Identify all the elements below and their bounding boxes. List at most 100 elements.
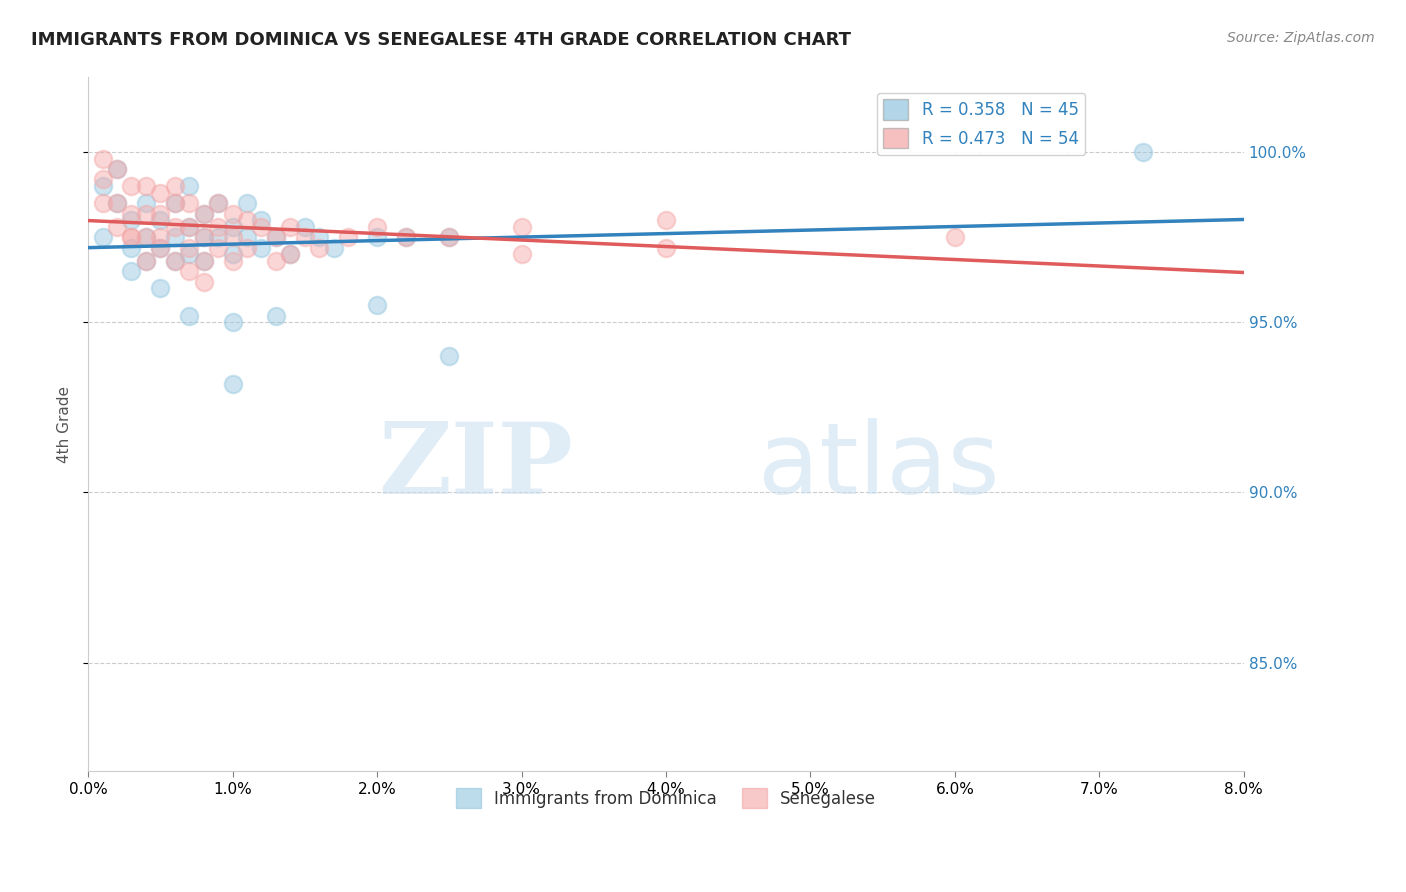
- Point: [322, 240, 344, 254]
- Point: [207, 230, 229, 244]
- Point: [308, 240, 330, 254]
- Point: [121, 230, 143, 244]
- Point: [135, 230, 157, 244]
- Point: [439, 230, 461, 244]
- Point: [308, 230, 330, 244]
- Point: [163, 230, 186, 244]
- Point: [236, 240, 259, 254]
- Point: [943, 230, 966, 244]
- Point: [121, 240, 143, 254]
- Point: [135, 230, 157, 244]
- Point: [193, 254, 215, 268]
- Point: [121, 206, 143, 220]
- Point: [1132, 145, 1154, 160]
- Point: [149, 206, 172, 220]
- Point: [149, 186, 172, 200]
- Point: [135, 206, 157, 220]
- Point: [395, 230, 418, 244]
- Point: [294, 230, 316, 244]
- Point: [439, 230, 461, 244]
- Point: [264, 309, 287, 323]
- Point: [439, 350, 461, 364]
- Point: [121, 213, 143, 227]
- Point: [221, 254, 243, 268]
- Point: [91, 152, 114, 166]
- Point: [179, 179, 201, 194]
- Point: [163, 254, 186, 268]
- Point: [264, 230, 287, 244]
- Point: [221, 206, 243, 220]
- Text: ZIP: ZIP: [378, 417, 574, 515]
- Point: [179, 220, 201, 235]
- Point: [91, 196, 114, 211]
- Point: [250, 240, 273, 254]
- Point: [149, 281, 172, 295]
- Point: [395, 230, 418, 244]
- Point: [179, 264, 201, 278]
- Point: [655, 213, 678, 227]
- Point: [221, 220, 243, 235]
- Point: [105, 196, 128, 211]
- Point: [207, 220, 229, 235]
- Point: [179, 247, 201, 261]
- Point: [105, 220, 128, 235]
- Point: [510, 247, 533, 261]
- Point: [91, 172, 114, 186]
- Legend: Immigrants from Dominica, Senegalese: Immigrants from Dominica, Senegalese: [449, 781, 883, 815]
- Point: [193, 206, 215, 220]
- Point: [207, 196, 229, 211]
- Point: [193, 206, 215, 220]
- Point: [250, 213, 273, 227]
- Point: [163, 196, 186, 211]
- Point: [179, 309, 201, 323]
- Point: [221, 376, 243, 391]
- Point: [294, 220, 316, 235]
- Point: [655, 240, 678, 254]
- Point: [149, 240, 172, 254]
- Point: [366, 298, 388, 312]
- Point: [121, 264, 143, 278]
- Point: [236, 196, 259, 211]
- Point: [135, 254, 157, 268]
- Point: [207, 196, 229, 211]
- Point: [163, 220, 186, 235]
- Text: Source: ZipAtlas.com: Source: ZipAtlas.com: [1227, 31, 1375, 45]
- Point: [135, 196, 157, 211]
- Point: [163, 179, 186, 194]
- Point: [105, 162, 128, 177]
- Point: [121, 230, 143, 244]
- Point: [337, 230, 360, 244]
- Point: [280, 247, 302, 261]
- Point: [179, 220, 201, 235]
- Point: [91, 179, 114, 194]
- Y-axis label: 4th Grade: 4th Grade: [58, 386, 72, 463]
- Point: [193, 230, 215, 244]
- Point: [264, 254, 287, 268]
- Point: [135, 179, 157, 194]
- Point: [163, 196, 186, 211]
- Point: [221, 315, 243, 329]
- Point: [135, 254, 157, 268]
- Point: [149, 230, 172, 244]
- Point: [149, 240, 172, 254]
- Point: [264, 230, 287, 244]
- Point: [193, 230, 215, 244]
- Point: [221, 230, 243, 244]
- Point: [91, 230, 114, 244]
- Point: [280, 220, 302, 235]
- Point: [236, 213, 259, 227]
- Point: [221, 247, 243, 261]
- Point: [105, 162, 128, 177]
- Point: [121, 179, 143, 194]
- Point: [250, 220, 273, 235]
- Point: [366, 230, 388, 244]
- Point: [510, 220, 533, 235]
- Point: [149, 213, 172, 227]
- Point: [179, 240, 201, 254]
- Point: [163, 254, 186, 268]
- Text: IMMIGRANTS FROM DOMINICA VS SENEGALESE 4TH GRADE CORRELATION CHART: IMMIGRANTS FROM DOMINICA VS SENEGALESE 4…: [31, 31, 851, 49]
- Point: [193, 254, 215, 268]
- Point: [105, 196, 128, 211]
- Point: [366, 220, 388, 235]
- Point: [193, 275, 215, 289]
